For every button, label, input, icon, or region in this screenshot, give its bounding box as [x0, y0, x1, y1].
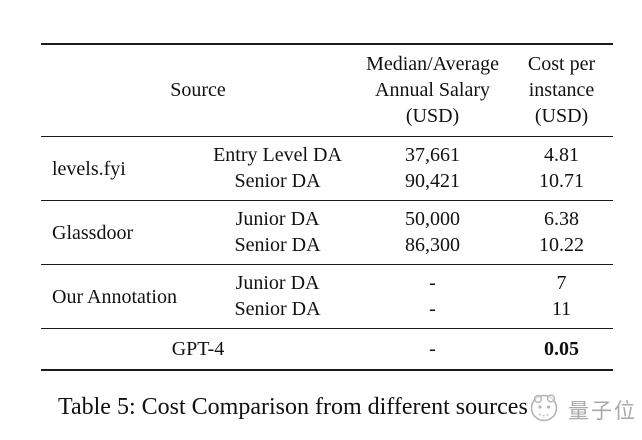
header-row: Source Median/Average Annual Salary (USD…	[41, 44, 614, 137]
cell-role: Senior DA	[234, 234, 321, 256]
cell-salary: 37,661	[355, 136, 511, 168]
watermark-text: 量子位	[568, 400, 637, 423]
table-caption: Table 5: Cost Comparison from different …	[58, 394, 528, 420]
cell-gpt4-label: GPT-4	[41, 328, 356, 370]
cost-comparison-table: Source Median/Average Annual Salary (USD…	[41, 43, 614, 371]
table-row: Senior DA 86,300 10.22	[41, 232, 613, 265]
cell-cost: 11	[551, 298, 572, 320]
cell-cost: 10.71	[539, 170, 585, 192]
header-cost: Cost per instance (USD)	[510, 44, 614, 137]
table-header: Source Median/Average Annual Salary (USD…	[41, 44, 614, 137]
table-row: Glassdoor Junior DA 50,000 6.38	[41, 200, 614, 265]
cell-source: Glassdoor	[41, 200, 200, 265]
cell-salary: 90,421	[405, 170, 461, 192]
cell-role: Senior DA	[234, 298, 321, 320]
cell-role: Senior DA	[234, 170, 321, 192]
cell-cost: 6.38	[510, 200, 614, 232]
group-our-annotation: Our Annotation Junior DA - 7 Senior DA -…	[41, 264, 614, 329]
cell-salary: 86,300	[405, 234, 461, 256]
group-gpt4: GPT-4 - 0.05	[41, 328, 614, 370]
table-row: Senior DA - 11	[41, 296, 613, 329]
cell-salary: -	[355, 328, 511, 370]
group-glassdoor: Glassdoor Junior DA 50,000 6.38 Senior D…	[41, 200, 614, 265]
watermark: 量子位	[527, 387, 637, 432]
cell-salary: 50,000	[355, 200, 511, 232]
header-source: Source	[41, 44, 356, 137]
header-salary: Median/Average Annual Salary (USD)	[355, 44, 511, 137]
cell-role: Junior DA	[200, 264, 356, 296]
cell-cost: 10.22	[539, 234, 585, 256]
cell-source: Our Annotation	[41, 264, 200, 329]
cell-role: Junior DA	[200, 200, 356, 232]
cell-salary: -	[429, 298, 436, 320]
group-levels-fyi: levels.fyi Entry Level DA 37,661 4.81 Se…	[41, 136, 614, 201]
cell-cost: 7	[510, 264, 614, 296]
table-row: Our Annotation Junior DA - 7	[41, 264, 614, 329]
cell-salary: -	[355, 264, 511, 296]
table-row: Senior DA 90,421 10.71	[41, 168, 613, 201]
cell-cost: 0.05	[510, 328, 614, 370]
table-row: levels.fyi Entry Level DA 37,661 4.81	[41, 136, 614, 201]
table-row: GPT-4 - 0.05	[41, 328, 614, 370]
cell-cost: 4.81	[510, 136, 614, 168]
qbitai-logo-icon	[527, 387, 565, 432]
cell-source: levels.fyi	[41, 136, 200, 201]
cell-role: Entry Level DA	[200, 136, 356, 168]
